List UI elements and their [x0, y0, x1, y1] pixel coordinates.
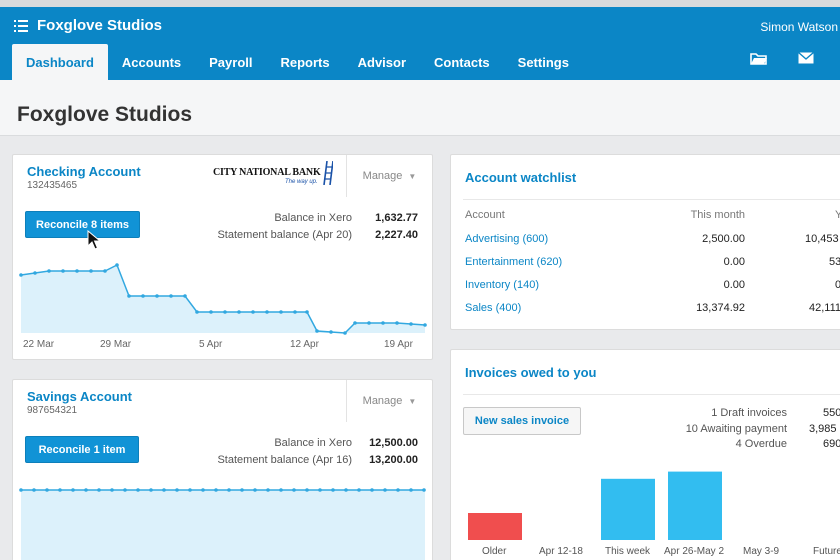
axis-label-29-mar: 29 Mar [100, 339, 132, 350]
bar-label-apr-26-may-2: Apr 26-May 2 [664, 546, 725, 557]
checking-manage-dropdown[interactable]: Manage ▼ [346, 155, 432, 197]
tab-accounts[interactable]: Accounts [121, 54, 182, 70]
window-top-strip [0, 0, 840, 7]
invoices-bar-chart [468, 471, 722, 540]
bar-label-older: Older [482, 546, 507, 557]
savings-statement-balance: Statement balance (Apr 16) 13,200.00 [217, 454, 418, 466]
checking-account-title[interactable]: Checking Account [27, 164, 141, 179]
bank-ladder-icon [323, 161, 333, 185]
folder-icon[interactable] [750, 52, 768, 66]
watchlist-ytd-sales: 42,111 [809, 302, 840, 314]
invoices-divider [463, 394, 840, 395]
overdue-amount: 690 [823, 438, 840, 450]
tab-advisor[interactable]: Advisor [357, 54, 407, 70]
watchlist-month-inventory: 0.00 [723, 279, 745, 291]
col-account: Account [465, 209, 505, 221]
invoice-bar-older[interactable] [468, 513, 522, 540]
invoice-bar-apr-26-may-2[interactable] [668, 471, 722, 540]
menu-icon[interactable] [14, 19, 28, 32]
col-ytd: Y [835, 209, 840, 221]
awaiting-payment-amount: 3,985 [809, 423, 837, 435]
statement-balance-label: Statement balance (Apr 16) [217, 454, 352, 466]
watchlist-account-advertising[interactable]: Advertising (600) [465, 233, 549, 245]
bar-label-future: Future [813, 546, 840, 557]
statement-balance-value: 2,227.40 [375, 229, 418, 241]
new-sales-invoice-button[interactable]: New sales invoice [463, 407, 581, 435]
watchlist-month-entertainment: 0.00 [723, 256, 745, 268]
awaiting-payment-label[interactable]: 10 Awaiting payment [685, 423, 787, 435]
watchlist-ytd-inventory: 0 [835, 279, 840, 291]
bar-label-may-3-9: May 3-9 [743, 546, 780, 557]
tab-payroll[interactable]: Payroll [209, 54, 253, 70]
mail-icon[interactable] [798, 52, 814, 64]
watchlist-account-inventory[interactable]: Inventory (140) [465, 279, 539, 291]
checking-balance-chart [19, 263, 427, 335]
app-header: Foxglove Studios Simon Watson Dashboard … [0, 7, 840, 80]
axis-label-5-apr: 5 Apr [199, 339, 223, 350]
savings-account-number: 987654321 [27, 405, 78, 416]
reconcile-checking-button[interactable]: Reconcile 8 items [25, 211, 140, 238]
overdue-label[interactable]: 4 Overdue [735, 438, 787, 450]
user-menu[interactable]: Simon Watson [760, 20, 838, 34]
savings-manage-dropdown[interactable]: Manage ▼ [346, 380, 432, 422]
reconcile-savings-button[interactable]: Reconcile 1 item [25, 436, 139, 463]
savings-balance-xero: Balance in Xero 12,500.00 [274, 437, 418, 449]
watchlist-divider [463, 199, 840, 200]
balance-xero-label: Balance in Xero [274, 437, 352, 449]
watchlist-month-sales: 13,374.92 [696, 302, 745, 314]
bar-label-this-week: This week [605, 546, 651, 557]
savings-balance-chart [19, 488, 426, 560]
savings-account-title[interactable]: Savings Account [27, 389, 132, 404]
draft-invoices-label[interactable]: 1 Draft invoices [711, 407, 787, 419]
checking-balance-xero: Balance in Xero 1,632.77 [274, 212, 418, 224]
invoices-title: Invoices owed to you [465, 365, 597, 380]
mouse-cursor-icon [87, 230, 101, 250]
invoices-owed-card: Invoices owed to you New sales invoice 1… [450, 349, 840, 560]
tab-reports[interactable]: Reports [280, 54, 330, 70]
savings-account-card: Savings Account 987654321 Manage ▼ Recon… [12, 379, 433, 560]
checking-account-card: Checking Account 132435465 CITY NATIONAL… [12, 154, 433, 360]
balance-xero-value: 1,632.77 [375, 212, 418, 224]
tab-settings[interactable]: Settings [517, 54, 569, 70]
manage-label: Manage [362, 170, 403, 182]
watchlist-ytd-entertainment: 53 [829, 256, 840, 268]
watchlist-account-entertainment[interactable]: Entertainment (620) [465, 256, 563, 268]
axis-label-12-apr: 12 Apr [290, 339, 319, 350]
tab-dashboard[interactable]: Dashboard [12, 44, 108, 80]
caret-down-icon: ▼ [408, 171, 417, 181]
watchlist-account-sales[interactable]: Sales (400) [465, 302, 522, 314]
caret-down-icon: ▼ [408, 396, 417, 406]
bar-label-apr-12-18: Apr 12-18 [539, 546, 583, 557]
main-nav: Dashboard Accounts Payroll Reports Advis… [12, 44, 583, 80]
col-this-month: This month [690, 209, 745, 221]
org-name[interactable]: Foxglove Studios [37, 17, 163, 34]
balance-xero-value: 12,500.00 [369, 437, 418, 449]
bank-tagline: The way up. [285, 179, 318, 185]
axis-label-22-mar: 22 Mar [23, 339, 55, 350]
bank-logo: CITY NATIONAL BANK The way up. [213, 161, 333, 189]
draft-invoices-amount: 550 [823, 407, 840, 419]
invoice-bar-this-week[interactable] [601, 478, 655, 540]
account-watchlist-card: Account watchlist Account This month Y A… [450, 154, 840, 330]
manage-label: Manage [362, 395, 403, 407]
statement-balance-value: 13,200.00 [369, 454, 418, 466]
header-actions [750, 52, 814, 66]
bank-name: CITY NATIONAL BANK [213, 167, 321, 178]
watchlist-month-advertising: 2,500.00 [702, 233, 745, 245]
watchlist-title: Account watchlist [465, 170, 577, 185]
statement-balance-label: Statement balance (Apr 20) [217, 229, 352, 241]
org-switcher[interactable]: Foxglove Studios [14, 17, 162, 34]
balance-xero-label: Balance in Xero [274, 212, 352, 224]
page-header: Foxglove Studios [0, 80, 840, 136]
checking-account-number: 132435465 [27, 180, 78, 191]
checking-statement-balance: Statement balance (Apr 20) 2,227.40 [217, 229, 418, 241]
tab-contacts[interactable]: Contacts [434, 54, 490, 70]
watchlist-ytd-advertising: 10,453 [805, 233, 839, 245]
axis-label-19-apr: 19 Apr [384, 339, 413, 350]
page-title: Foxglove Studios [17, 103, 193, 126]
